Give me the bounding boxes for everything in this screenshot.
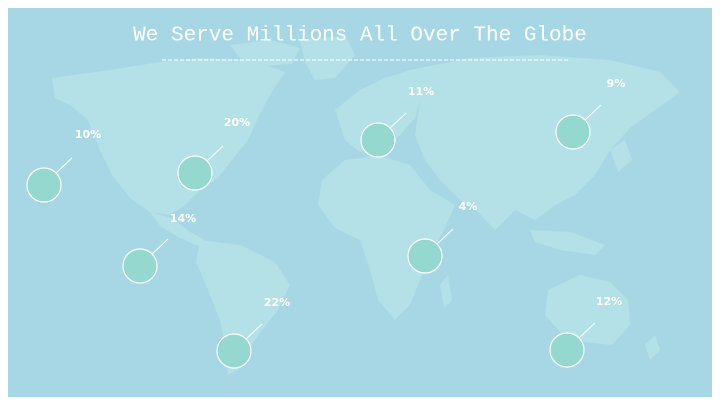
markers: 10% 20% 11% 9% 14% 4% 22% 12% — [26, 77, 626, 369]
marker-circle — [549, 332, 585, 368]
marker-circle — [360, 122, 396, 158]
marker-leader — [245, 323, 263, 340]
marker-circle — [177, 155, 213, 191]
marker-circle — [122, 248, 158, 284]
marker-label: 12% — [596, 295, 622, 308]
marker-circle — [26, 167, 62, 203]
marker-circle — [216, 333, 252, 369]
marker-label: 20% — [224, 116, 250, 129]
marker-leader — [55, 157, 73, 174]
marker-leader — [584, 104, 602, 121]
world-map — [52, 36, 680, 375]
marker-leader — [151, 238, 169, 255]
marker-leader — [206, 145, 224, 162]
marker-circle — [407, 238, 443, 274]
marker-label: 4% — [459, 200, 478, 213]
marker-label: 10% — [75, 128, 101, 141]
marker-label: 22% — [264, 296, 290, 309]
marker-leader — [389, 112, 407, 129]
marker-label: 14% — [170, 212, 196, 225]
title: We Serve Millions All Over The Globe — [133, 25, 587, 48]
marker-leader — [578, 322, 596, 339]
marker-label: 11% — [408, 85, 434, 98]
marker-leader — [436, 228, 454, 245]
marker-label: 9% — [607, 77, 626, 90]
marker-circle — [555, 114, 591, 150]
